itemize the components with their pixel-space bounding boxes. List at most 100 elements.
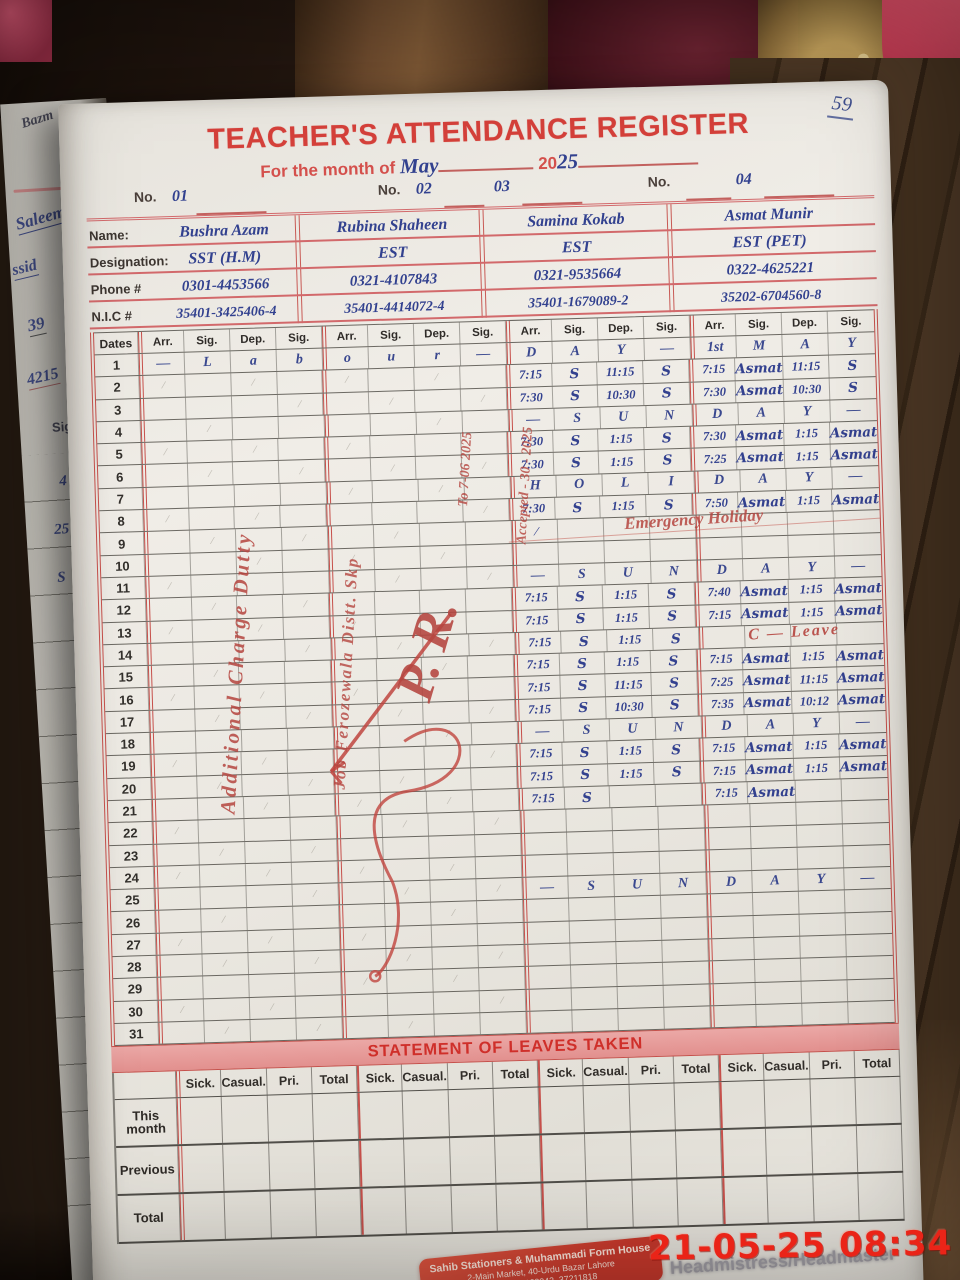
grid-cell [425,767,472,791]
grid-cell [285,660,332,684]
grid-cell [846,912,893,935]
grid-cell: — [513,564,560,588]
date-cell: 29 [113,978,158,1001]
no-label-4: No. [647,173,671,190]
ink-entry: S [575,611,586,628]
grid-cell: b [276,348,324,372]
ink-entry: 7:30 [702,384,727,400]
grid-cell: N [651,560,698,584]
ink-entry: 1:15 [614,610,639,625]
grid-cell [842,800,889,823]
grid-cell [287,727,335,751]
grid-cell [149,709,196,732]
leaves-empty-cell [811,1126,858,1174]
ink-entry: Asmat [834,579,883,598]
holiday-letter: Y [816,871,826,887]
pencil-tick: ⁄ [316,956,319,968]
column-header-cell: Dep. [597,317,645,340]
grid-cell: A [740,468,787,492]
ink-entry: 7:50 [704,495,729,511]
leaves-empty-cell [496,1183,543,1231]
grid-cell: 7:30 [507,430,554,454]
grid-cell: ⁄ [418,478,466,501]
grid-cell [379,747,426,770]
leaves-empty-cell [450,1184,498,1233]
grid-cell [340,948,388,972]
ink-entry: 7:15 [709,651,733,667]
grid-cell [787,511,835,535]
leaves-empty-cell [766,1127,813,1175]
grid-cell: S [557,585,604,609]
grid-cell: A [782,333,829,357]
grid-cell: D [696,559,744,582]
grid-cell [278,437,325,461]
grid-cell [237,572,284,596]
grid-cell: ⁄ [460,387,508,411]
leaves-empty-cell [179,1193,227,1241]
grid-cell [387,969,434,993]
grid-cell: 7:15 [696,648,743,672]
grid-cell [795,779,843,802]
grid-cell: 1:15 [599,450,646,474]
grid-cell [141,464,189,487]
grid-cell [568,897,616,921]
grid-cell: 7:30 [506,386,553,410]
ink-entry: 7:15 [527,701,552,717]
grid-cell [650,538,697,561]
leaves-empty-cell [538,1086,586,1134]
date-cell: 19 [106,755,152,778]
grid-cell [696,536,743,560]
grid-cell: — [844,867,891,890]
pencil-tick: ⁄ [396,574,399,586]
ink-entry: 7:15 [528,634,552,650]
grid-cell: ⁄ [433,968,480,992]
grid-cell [460,365,507,389]
leaves-column-header: Total [673,1055,720,1083]
grid-cell: S [650,649,698,673]
pencil-tick: ⁄ [361,865,364,877]
ink-entry: S [578,700,589,717]
pencil-tick: ⁄ [209,468,212,480]
holiday-letter: S [573,410,582,426]
grid-cell: ⁄ [241,751,289,774]
grid-cell: ⁄ [422,656,469,680]
grid-cell [246,884,294,908]
grid-cell [526,1010,573,1034]
ink-entry: S [570,432,581,450]
pencil-tick: ⁄ [440,484,443,496]
grid-cell: 1:15 [608,762,655,786]
grid-cell [834,510,881,533]
grid-cell: 11:15 [597,361,644,385]
grid-cell: — [138,352,186,376]
grid-cell [649,515,697,539]
ink-entry: 1:15 [800,604,824,620]
grid-cell: Asmat [735,424,785,447]
grid-cell: — [644,337,692,361]
grid-cell: Asmat [744,736,794,759]
grid-cell [844,845,891,868]
grid-cell [480,1011,527,1035]
grid-cell: ⁄ [377,702,425,726]
grid-cell: 7:30 [507,453,555,476]
side-scrap-name: Saleem [13,201,69,236]
grid-cell [249,973,296,997]
leaves-empty-cell [402,1090,450,1138]
grid-cell: Y [784,400,831,424]
ink-entry: 11:15 [605,364,635,380]
name-label: Name: [88,227,130,244]
grid-cell: Asmat [737,490,787,514]
grid-cell [571,986,619,1010]
pencil-tick: ⁄ [216,713,219,725]
grid-cell: D [692,403,739,426]
grid-cell [751,847,799,871]
grid-cell [433,990,481,1014]
ink-entry: S [576,655,588,672]
grid-cell: S [553,451,600,475]
grid-cell [468,677,515,701]
ink-entry: S [668,675,680,692]
pencil-tick: ⁄ [357,731,360,743]
ink-entry: 1:15 [609,431,633,447]
grid-cell [802,1002,849,1025]
grid-cell [524,965,572,989]
grid-cell [709,982,757,1006]
